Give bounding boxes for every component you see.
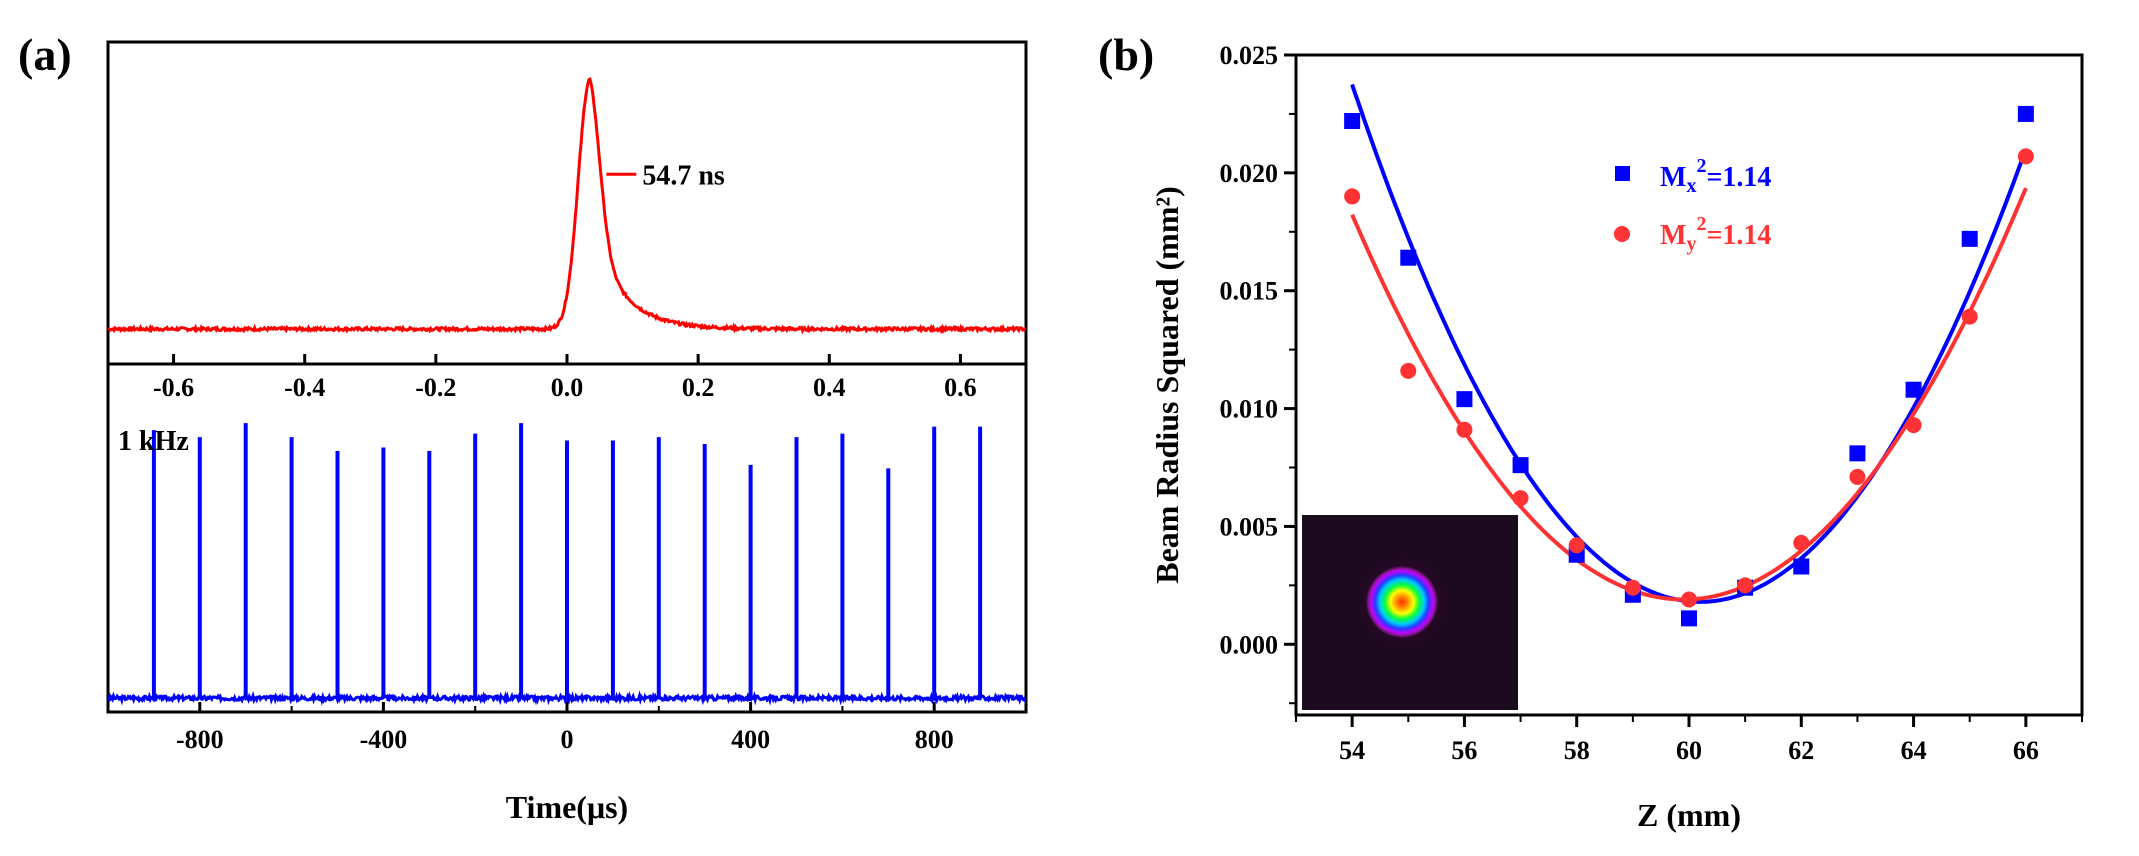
legend-label-my: My2=1.14 [1660, 213, 1771, 255]
pulse-waveform-xtick-label: -0.4 [284, 373, 325, 402]
data-point-mx [1512, 457, 1529, 474]
beam-radius-axis-title: Beam Radius Squared (mm²) [1149, 186, 1185, 583]
z-axis-title: Z (mm) [1637, 797, 1741, 833]
beam-quality-chart: 54 56 58 60 62 64 66 0.000 0.005 0.010 0.015 0.020 0… [1149, 41, 2084, 833]
data-point-mx [1456, 391, 1473, 408]
pulse-width-annotation: 54.7 ns [642, 160, 725, 191]
legend-marker-mx [1615, 166, 1630, 181]
beam-profile-inset [1302, 515, 1518, 710]
beam-radius-axis-tick-label: 0.020 [1220, 159, 1279, 188]
data-point-mx [1344, 113, 1361, 129]
beam-radius-axis-tick-label: 0.025 [1220, 41, 1279, 70]
data-point-my [1456, 421, 1473, 438]
data-point-my [1737, 577, 1754, 594]
z-axis-tick-label: 64 [1901, 736, 1927, 765]
legend-marker-my [1614, 226, 1630, 242]
data-point-my [1961, 308, 1978, 325]
data-point-mx [1793, 558, 1810, 575]
z-axis-tick-label: 56 [1451, 736, 1477, 765]
pulse-waveform-frame [106, 40, 1028, 366]
z-axis-tick-label: 60 [1676, 736, 1702, 765]
data-point-my [1512, 490, 1529, 507]
z-axis-tick-label: 54 [1339, 736, 1365, 765]
beam-radius-axis-tick-label: 0.005 [1220, 512, 1279, 541]
pulse-waveform-xtick-label: 0.4 [813, 373, 846, 402]
panel-label-a: (a) [18, 29, 72, 80]
pulse-waveform-chart: -0.6 -0.4 -0.2 0.0 0.2 0.4 0.6 54.7 ns [106, 40, 1028, 402]
z-axis-tick-label: 62 [1788, 736, 1814, 765]
data-point-mx [1681, 610, 1697, 627]
z-axis-tick-label: 66 [2013, 736, 2039, 765]
pulse-train-xtick-label: 0 [561, 725, 574, 754]
pulse-waveform-xtick-label: -0.6 [153, 373, 194, 402]
pulse-train-xtick-label: -400 [360, 725, 408, 754]
data-point-my [1624, 579, 1641, 596]
data-point-my [1849, 468, 1866, 485]
data-point-my [2017, 148, 2034, 165]
data-point-my [1793, 534, 1810, 551]
pulse-train-xtick-label: -800 [176, 725, 224, 754]
pulse-waveform-xtick-label: -0.2 [415, 373, 456, 402]
pulse-train-xtick-label: 400 [731, 725, 770, 754]
data-point-my [1400, 362, 1417, 379]
beam-profile-spot [1366, 566, 1438, 638]
data-point-my [1568, 537, 1585, 554]
data-point-mx [2017, 105, 2034, 122]
data-point-my [1905, 417, 1922, 434]
pulse-train-xtick-label: 800 [915, 725, 954, 754]
pulse-waveform-xtick-label: 0.6 [944, 373, 977, 402]
data-point-mx [1961, 230, 1978, 247]
repetition-rate-label: 1 kHz [118, 426, 189, 457]
beam-radius-axis-tick-label: 0.010 [1220, 395, 1279, 424]
legend-label-mx: Mx2=1.14 [1660, 155, 1771, 197]
pulse-train-chart: -800 -400 0 400 800 1 kHz Time(μs) [106, 362, 1028, 825]
pulse-waveform-xtick-label: 0.0 [551, 373, 584, 402]
data-point-mx [1849, 445, 1866, 462]
data-point-my [1681, 591, 1697, 608]
data-point-mx [1905, 381, 1922, 398]
data-point-my [1344, 188, 1361, 205]
pulse-waveform-line [108, 77, 1026, 335]
data-point-mx [1400, 249, 1417, 266]
panel-label-b: (b) [1098, 29, 1154, 80]
pulse-waveform-xtick-label: 0.2 [682, 373, 715, 402]
z-axis-tick-label: 58 [1564, 736, 1590, 765]
beam-radius-axis-tick-label: 0.000 [1220, 630, 1279, 659]
pulse-train-baseline [108, 690, 1026, 706]
time-axis-title: Time(μs) [506, 789, 628, 825]
beam-radius-axis-tick-label: 0.015 [1220, 277, 1279, 306]
legend: Mx2=1.14 My2=1.14 [1614, 155, 1771, 255]
